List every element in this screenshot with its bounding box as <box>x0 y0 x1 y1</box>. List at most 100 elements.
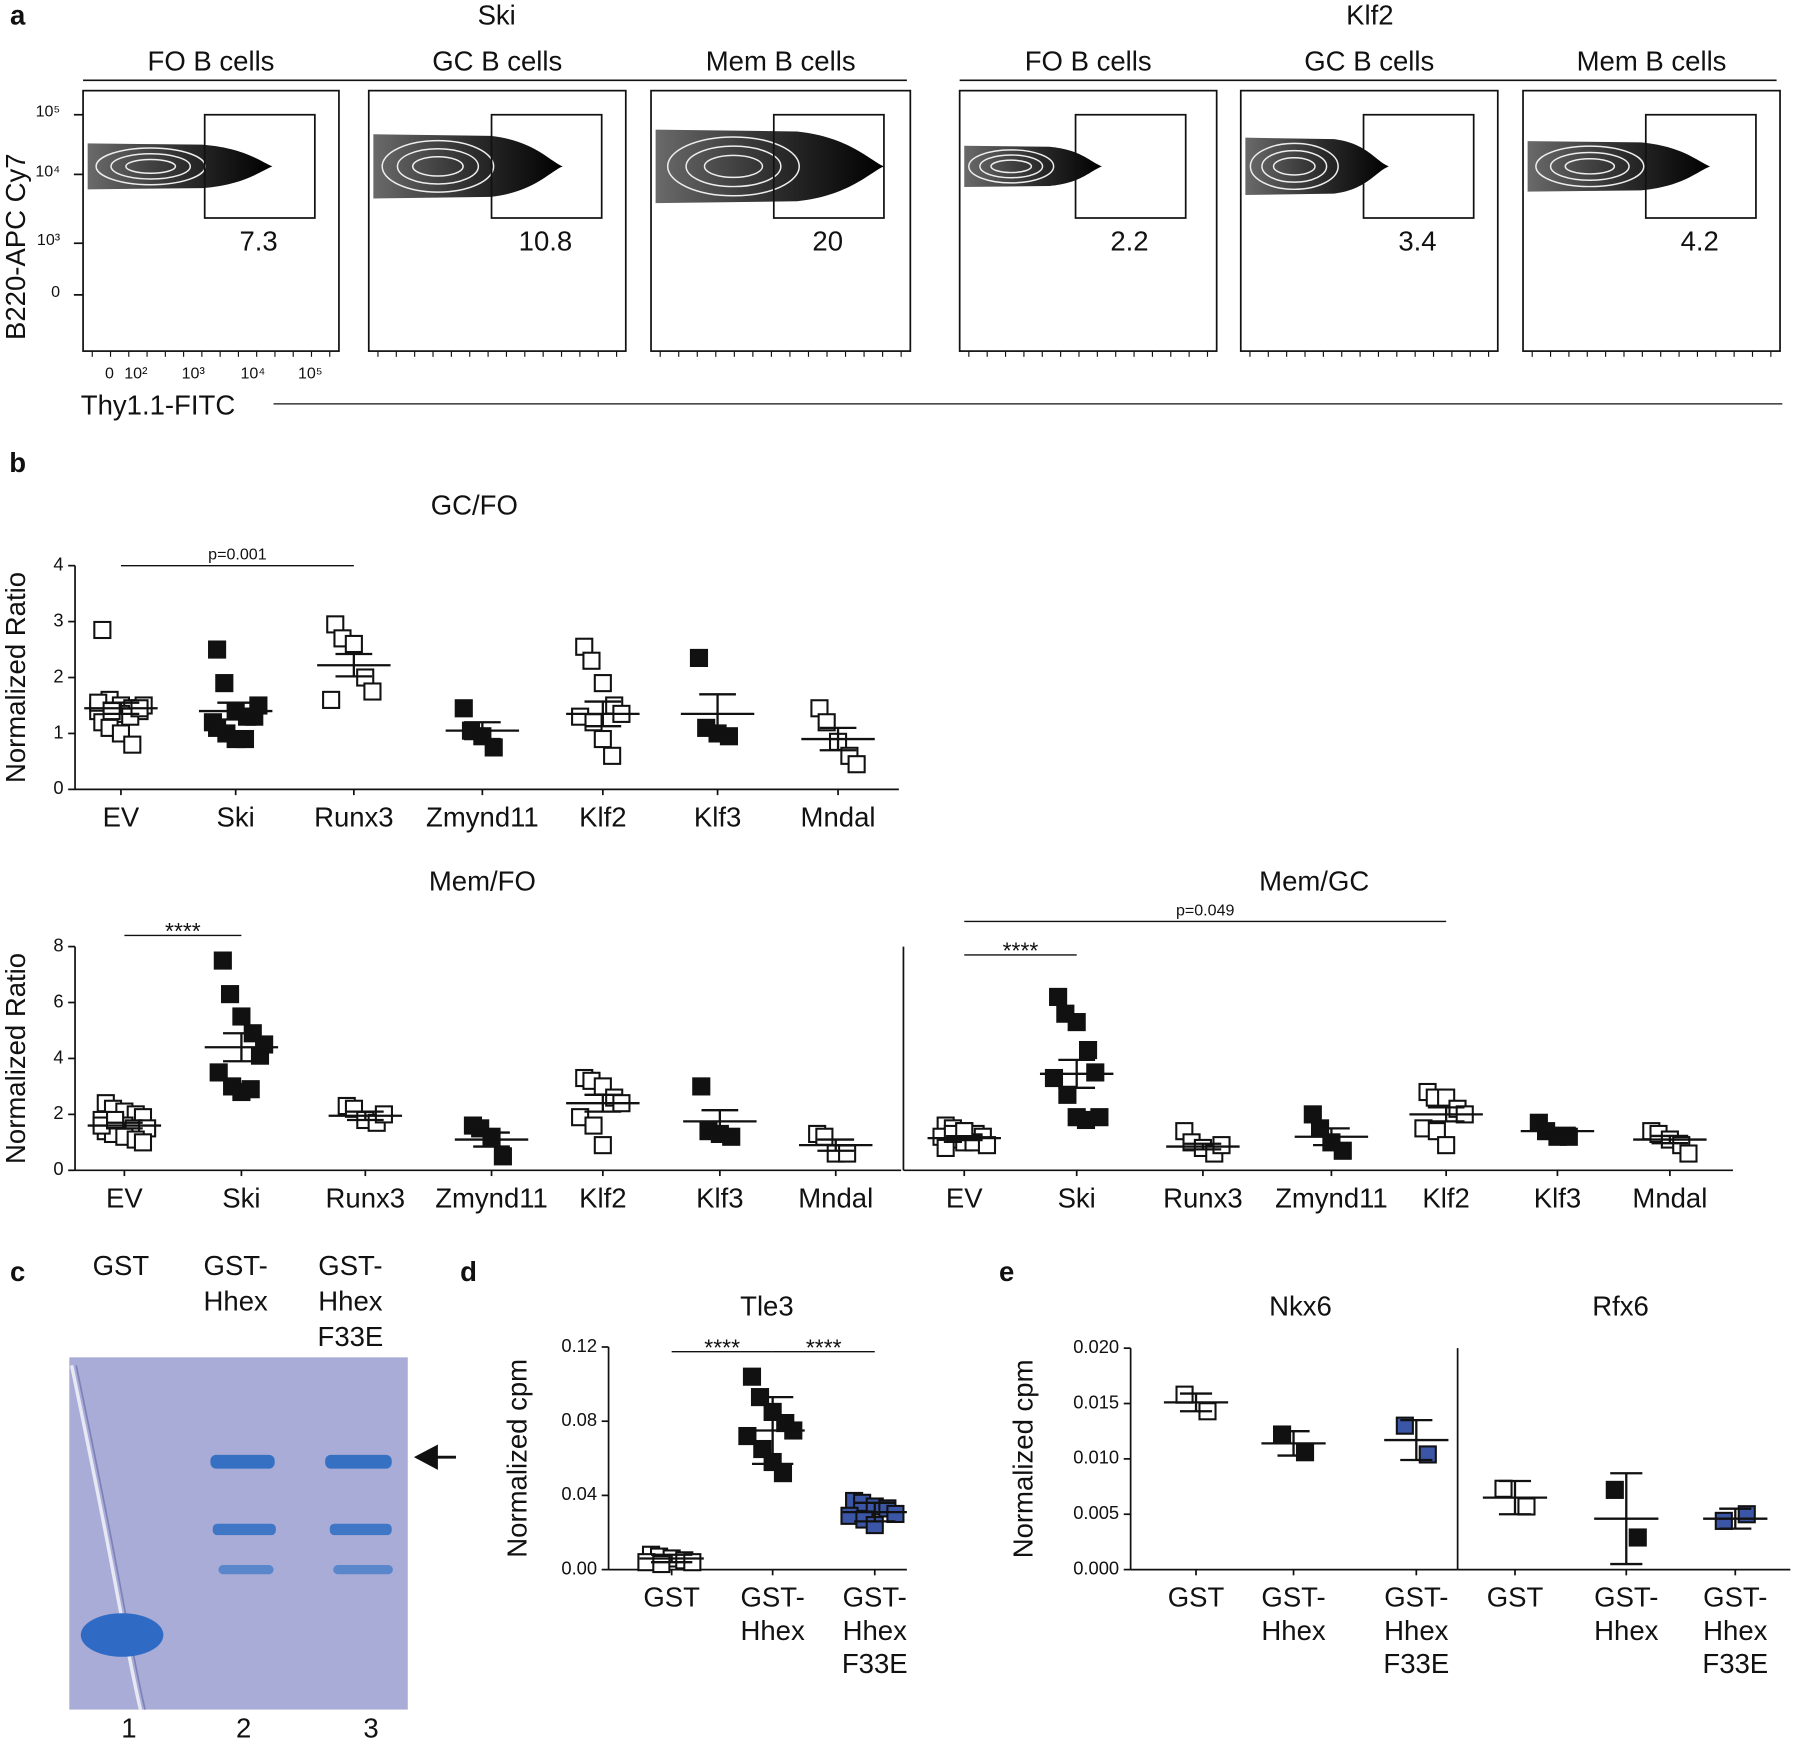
flow-xtick-label: 10² <box>124 364 148 382</box>
data-point <box>603 746 622 765</box>
error-bar <box>584 1093 622 1113</box>
data-point <box>209 1063 228 1082</box>
data-point <box>1395 1416 1414 1435</box>
x-tick-label: Klf3 <box>1534 1182 1581 1213</box>
flow-ytick-label: 10⁴ <box>35 162 60 180</box>
x-tick-label: GST <box>1168 1582 1225 1613</box>
x-tick-label: Hhex <box>1594 1615 1658 1646</box>
x-tick-label: Hhex <box>741 1615 805 1646</box>
error-bar <box>1184 1142 1222 1151</box>
data-point <box>1517 1497 1536 1516</box>
flow-gate <box>203 113 316 219</box>
y-tick-label: 3 <box>53 609 63 630</box>
data-point <box>738 1426 757 1446</box>
y-axis-label: Normalized cpm <box>1007 1359 1038 1558</box>
data-point <box>838 1144 857 1163</box>
y-axis-label: Normalized Ratio <box>0 572 31 783</box>
flow-ytick-label: 10⁵ <box>36 103 61 121</box>
x-tick-label: Runx3 <box>314 801 394 832</box>
chart-title: Mem/FO <box>429 866 536 897</box>
flow-gate <box>1644 113 1757 219</box>
error-bar <box>223 1032 260 1063</box>
data-point <box>1628 1528 1647 1547</box>
chart-title: Mem/GC <box>1259 866 1369 897</box>
x-tick-label: Zmynd11 <box>435 1182 548 1213</box>
flow-plot-frame <box>1239 89 1499 352</box>
data-point <box>593 674 612 693</box>
data-point <box>773 1464 793 1483</box>
significance-label: **** <box>704 1334 740 1360</box>
data-point <box>1605 1480 1624 1499</box>
y-tick-label: 0.005 <box>1073 1502 1119 1523</box>
data-point <box>1044 1068 1064 1088</box>
x-tick-label: Mndal <box>1632 1182 1707 1213</box>
x-tick-label: EV <box>103 801 140 832</box>
y-tick-label: 0 <box>53 1158 63 1179</box>
data-point <box>582 651 601 670</box>
error-bar <box>1539 1126 1576 1136</box>
data-point <box>584 713 603 732</box>
data-point <box>1049 987 1068 1006</box>
x-tick-label: Zmynd11 <box>426 801 539 832</box>
flow-plot-title: GC B cells <box>1304 45 1434 76</box>
data-point <box>241 1080 260 1099</box>
significance-label: p=0.001 <box>208 546 267 564</box>
data-point <box>652 1554 671 1574</box>
flow-xtick-label: 10⁴ <box>241 364 266 382</box>
flow-xtick-label: 10⁵ <box>298 364 323 382</box>
x-tick-label: GST- <box>1703 1582 1767 1613</box>
error-bar <box>751 1395 794 1466</box>
y-tick-label: 4 <box>53 1046 63 1067</box>
data-point <box>1494 1479 1513 1498</box>
data-point <box>133 1133 153 1152</box>
y-tick-label: 6 <box>53 990 63 1011</box>
x-tick-label: GST- <box>1594 1582 1658 1613</box>
panel-label: c <box>10 1256 25 1287</box>
significance-label: **** <box>165 918 201 944</box>
data-point <box>1418 1445 1437 1464</box>
x-tick-label: Ski <box>217 801 255 832</box>
data-point <box>235 729 255 749</box>
panel-label: a <box>10 0 26 30</box>
data-point <box>1273 1425 1292 1444</box>
x-tick-label: GST- <box>843 1582 907 1613</box>
y-tick-label: 8 <box>53 934 63 955</box>
flow-gate <box>772 113 885 219</box>
panel-label: b <box>9 447 26 478</box>
error-bar <box>651 1553 693 1564</box>
flow-plot-title: Mem B cells <box>706 45 856 76</box>
flow-plot-title: Mem B cells <box>1577 45 1727 76</box>
lane-header: GST- <box>318 1250 382 1281</box>
y-tick-label: 0.08 <box>561 1409 597 1430</box>
y-tick-label: 0.12 <box>561 1335 597 1356</box>
flow-ylabel: B220-APC Cy7 <box>0 153 31 340</box>
x-tick-label: Mndal <box>798 1182 873 1213</box>
data-point <box>719 727 738 746</box>
data-point <box>374 1105 393 1124</box>
data-point <box>454 699 473 718</box>
data-point <box>1427 1122 1446 1141</box>
flow-xlabel: Thy1.1-FITC <box>81 390 235 421</box>
x-tick-label: EV <box>106 1182 143 1213</box>
lane-header: GST <box>93 1250 150 1281</box>
flow-xtick-label: 0 <box>105 364 114 382</box>
gate-percent: 4.2 <box>1681 226 1719 257</box>
error-bar <box>699 693 736 735</box>
flow-ytick-label: 0 <box>51 283 60 301</box>
data-point <box>215 674 234 693</box>
error-bar <box>1277 1430 1310 1457</box>
x-tick-label: Hhex <box>1703 1615 1767 1646</box>
y-tick-label: 0.010 <box>1073 1447 1119 1468</box>
data-point <box>344 634 363 654</box>
flow-plot-title: FO B cells <box>1025 45 1152 76</box>
data-point <box>692 1077 711 1096</box>
data-point <box>593 1136 612 1155</box>
flow-contour-line <box>381 139 495 193</box>
flow-gate <box>1074 113 1187 219</box>
flow-plot-title: FO B cells <box>148 45 275 76</box>
gate-percent: 7.3 <box>239 226 277 257</box>
flow-xtick-label: 10³ <box>182 364 206 382</box>
lane-header: Hhex <box>318 1286 382 1317</box>
panel-label: d <box>460 1256 477 1287</box>
